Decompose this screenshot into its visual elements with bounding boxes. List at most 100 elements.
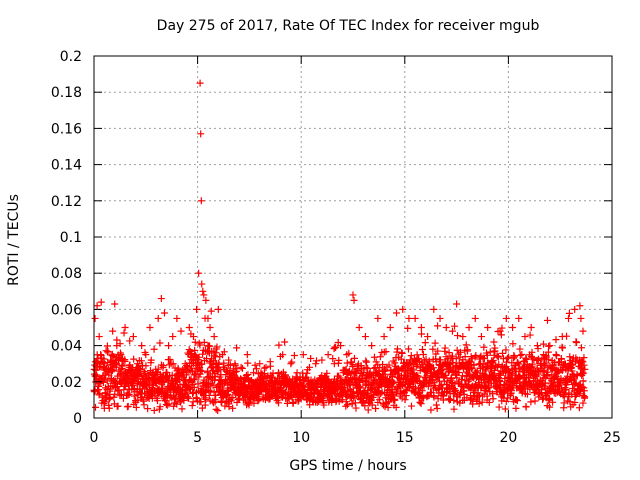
data-point bbox=[430, 393, 438, 401]
data-point bbox=[219, 384, 227, 392]
data-point bbox=[268, 374, 276, 382]
data-point bbox=[189, 390, 197, 398]
data-point bbox=[150, 406, 158, 414]
data-point bbox=[150, 345, 158, 353]
data-point bbox=[580, 369, 588, 377]
data-point bbox=[414, 372, 422, 380]
data-point bbox=[391, 359, 399, 367]
data-point bbox=[140, 401, 148, 409]
data-point bbox=[330, 345, 338, 353]
data-point bbox=[364, 364, 372, 372]
data-point bbox=[341, 375, 349, 383]
data-point bbox=[488, 358, 496, 366]
data-point bbox=[454, 332, 462, 340]
data-point bbox=[343, 351, 351, 359]
data-point bbox=[442, 324, 450, 331]
data-point bbox=[502, 358, 510, 366]
data-point bbox=[110, 393, 118, 401]
data-point bbox=[477, 333, 485, 341]
data-point bbox=[186, 384, 194, 392]
data-point bbox=[451, 322, 459, 330]
data-point bbox=[195, 269, 203, 277]
data-point bbox=[434, 322, 442, 330]
data-point bbox=[382, 348, 390, 356]
data-point bbox=[104, 348, 112, 356]
data-point bbox=[266, 362, 274, 370]
data-point bbox=[502, 346, 510, 354]
data-point bbox=[305, 363, 313, 371]
data-point bbox=[196, 341, 204, 349]
data-point bbox=[231, 368, 239, 376]
data-point bbox=[289, 398, 297, 406]
data-point bbox=[502, 397, 510, 405]
data-point bbox=[361, 333, 369, 341]
data-point bbox=[451, 386, 459, 394]
data-point bbox=[384, 404, 392, 412]
data-point bbox=[201, 394, 209, 402]
data-point bbox=[342, 398, 350, 406]
data-point bbox=[109, 366, 117, 374]
data-point bbox=[540, 351, 548, 359]
data-point bbox=[376, 353, 384, 361]
data-point bbox=[306, 401, 314, 409]
data-point bbox=[209, 381, 217, 389]
data-point bbox=[398, 349, 406, 357]
data-point bbox=[544, 348, 552, 356]
data-point bbox=[468, 355, 476, 363]
data-point bbox=[565, 309, 573, 317]
data-point bbox=[437, 356, 445, 364]
data-point bbox=[579, 399, 587, 407]
data-point bbox=[372, 404, 380, 412]
y-tick-label: 0.16 bbox=[51, 121, 82, 137]
data-point bbox=[185, 324, 193, 331]
data-point bbox=[581, 365, 589, 373]
data-point bbox=[377, 381, 385, 389]
data-point bbox=[542, 372, 550, 380]
data-point bbox=[132, 403, 140, 411]
data-point bbox=[195, 353, 203, 361]
data-point bbox=[130, 392, 138, 400]
data-point bbox=[370, 364, 378, 372]
data-point bbox=[538, 366, 546, 374]
data-point bbox=[206, 342, 214, 350]
data-point bbox=[251, 361, 259, 369]
data-point bbox=[445, 349, 453, 357]
data-point bbox=[405, 314, 413, 322]
x-axis-label: GPS time / hours bbox=[289, 458, 406, 474]
data-point bbox=[493, 352, 501, 360]
data-point bbox=[197, 398, 205, 406]
data-point bbox=[420, 394, 428, 402]
data-point bbox=[564, 314, 572, 322]
data-point bbox=[404, 345, 412, 353]
data-point bbox=[545, 342, 553, 350]
data-point bbox=[380, 333, 388, 341]
data-point bbox=[465, 324, 473, 331]
data-point bbox=[546, 403, 554, 411]
data-point bbox=[113, 342, 121, 350]
data-point bbox=[445, 395, 453, 403]
data-point bbox=[111, 300, 119, 308]
data-point bbox=[343, 393, 351, 401]
data-point bbox=[343, 359, 351, 367]
data-point bbox=[542, 359, 550, 367]
data-point bbox=[501, 405, 509, 413]
data-point bbox=[528, 360, 536, 368]
data-point bbox=[178, 405, 186, 413]
data-point bbox=[579, 327, 587, 335]
data-point bbox=[189, 398, 197, 406]
data-point bbox=[218, 351, 226, 359]
data-point bbox=[401, 396, 409, 404]
data-point bbox=[429, 345, 437, 353]
data-point bbox=[534, 345, 542, 353]
data-point bbox=[125, 363, 133, 371]
data-point bbox=[196, 79, 204, 87]
data-point bbox=[214, 305, 222, 313]
data-point bbox=[188, 402, 196, 410]
data-point bbox=[136, 365, 144, 373]
data-point bbox=[475, 400, 483, 408]
data-point bbox=[485, 383, 493, 391]
data-point bbox=[537, 360, 545, 368]
data-point bbox=[539, 395, 547, 403]
x-tick-label: 25 bbox=[603, 430, 621, 446]
data-point bbox=[114, 387, 122, 395]
